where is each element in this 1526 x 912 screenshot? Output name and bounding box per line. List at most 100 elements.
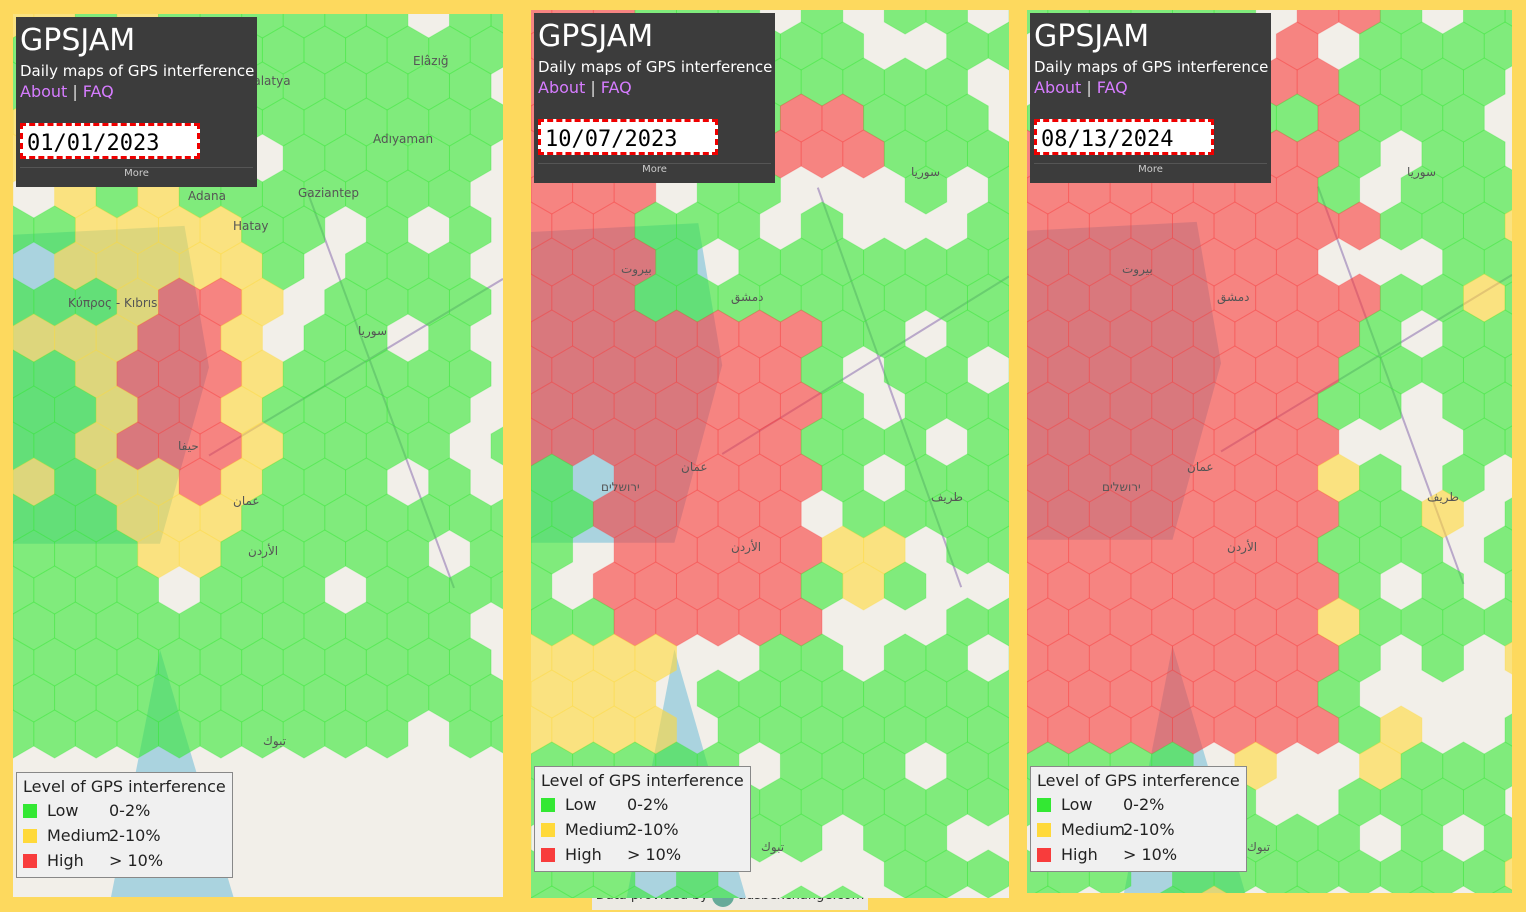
- hex: [987, 21, 1009, 71]
- hex: [1504, 497, 1512, 531]
- hex: [1483, 597, 1512, 647]
- place-label: عمان: [681, 460, 708, 474]
- place-label: تبوك: [1247, 840, 1271, 854]
- map-panel: سوريا دمشق بيروت عمان الأردن تبوك طريف ירושלים G…: [531, 10, 1009, 898]
- place-label: بيروت: [621, 262, 652, 276]
- place-label: Elâzığ: [413, 54, 449, 68]
- separator: |: [72, 82, 78, 101]
- hex: [987, 453, 1009, 503]
- links: About | FAQ: [20, 82, 257, 101]
- hex: [1504, 353, 1512, 387]
- hex: [1483, 525, 1512, 575]
- header: GPSJAM Daily maps of GPS interference Abou…: [534, 13, 775, 183]
- swatch: [1037, 797, 1051, 812]
- place-label: بيروت: [1122, 262, 1153, 276]
- subtitle: Daily maps of GPS interference: [20, 62, 255, 80]
- legend-row: Medium 2-10%: [541, 817, 744, 842]
- place-label: Hatay: [233, 219, 269, 233]
- legend-row: High > 10%: [23, 848, 226, 873]
- hex: [1504, 641, 1512, 675]
- hex: [1504, 425, 1512, 459]
- legend-range: 2-10%: [109, 826, 161, 845]
- hex: [883, 10, 927, 35]
- hex: [987, 525, 1009, 575]
- about-link[interactable]: About: [1034, 78, 1082, 97]
- legend-title: Level of GPS interference: [541, 771, 744, 790]
- links: About | FAQ: [1034, 78, 1271, 97]
- more-toggle[interactable]: More: [538, 163, 771, 180]
- place-label: حيفا: [178, 439, 199, 453]
- place-label: ירושלים: [1102, 480, 1141, 494]
- faq-link[interactable]: FAQ: [600, 78, 632, 97]
- hex: [779, 885, 823, 898]
- hex: [821, 885, 865, 898]
- place-label: طريف: [1427, 490, 1459, 504]
- place-label: تبوك: [761, 840, 785, 854]
- links: About | FAQ: [538, 78, 775, 97]
- hex: [987, 165, 1009, 215]
- hex: [1159, 885, 1186, 893]
- legend-label: Low: [565, 795, 597, 814]
- legend-range: > 10%: [627, 845, 682, 864]
- legend-row: High > 10%: [541, 842, 744, 867]
- legend-label: High: [565, 845, 602, 864]
- hex: [1284, 885, 1311, 893]
- header: GPSJAM Daily maps of GPS interference Abou…: [16, 17, 257, 187]
- legend-row: Low 0-2%: [23, 798, 226, 823]
- hex: [904, 165, 948, 215]
- legend-label: Low: [1061, 795, 1093, 814]
- swatch: [541, 797, 555, 812]
- more-toggle[interactable]: More: [20, 167, 253, 184]
- hex: [987, 381, 1009, 431]
- date-input[interactable]: 10/07/2023: [538, 119, 718, 155]
- hex: [1504, 857, 1512, 891]
- hex: [1034, 885, 1061, 893]
- legend-range: 2-10%: [627, 820, 679, 839]
- legend-label: Medium: [565, 820, 629, 839]
- legend: Level of GPS interference Low 0-2% Medium 2-…: [16, 772, 233, 878]
- legend-range: 2-10%: [1123, 820, 1175, 839]
- hex: [966, 849, 1009, 898]
- place-label: Gaziantep: [298, 186, 359, 200]
- header: GPSJAM Daily maps of GPS interference Abou…: [1030, 13, 1271, 183]
- hex: [987, 741, 1009, 791]
- subtitle: Daily maps of GPS interference: [1034, 58, 1269, 76]
- more-toggle[interactable]: More: [1034, 163, 1267, 180]
- swatch: [1037, 822, 1051, 837]
- faq-link[interactable]: FAQ: [82, 82, 114, 101]
- hex: [1491, 885, 1512, 893]
- legend: Level of GPS interference Low 0-2% Medium 2-…: [534, 766, 751, 872]
- date-input[interactable]: 01/01/2023: [20, 123, 200, 159]
- legend-row: Medium 2-10%: [1037, 817, 1240, 842]
- legend-title: Level of GPS interference: [23, 777, 226, 796]
- faq-link[interactable]: FAQ: [1096, 78, 1128, 97]
- title: GPSJAM: [1034, 19, 1150, 54]
- hex: [572, 885, 615, 898]
- hex: [1504, 209, 1512, 243]
- hex: [490, 714, 503, 754]
- about-link[interactable]: About: [20, 82, 68, 101]
- legend-title: Level of GPS interference: [1037, 771, 1240, 790]
- hex: [1504, 10, 1512, 27]
- hex: [883, 561, 927, 611]
- hex: [1359, 381, 1402, 431]
- hex: [1504, 713, 1512, 747]
- hex: [365, 709, 409, 759]
- place-label: الأردن: [731, 540, 762, 554]
- hex: [987, 597, 1009, 647]
- swatch: [23, 803, 37, 818]
- swatch: [1037, 847, 1051, 862]
- hex: [779, 813, 823, 863]
- swatch: [23, 853, 37, 868]
- hex: [987, 669, 1009, 719]
- legend-label: High: [1061, 845, 1098, 864]
- hex: [1408, 885, 1436, 893]
- legend-label: High: [47, 851, 84, 870]
- about-link[interactable]: About: [538, 78, 586, 97]
- hex: [613, 885, 657, 898]
- date-input[interactable]: 08/13/2024: [1034, 119, 1214, 155]
- hex: [655, 885, 698, 898]
- place-label: Adıyaman: [373, 132, 434, 146]
- hex: [987, 237, 1009, 287]
- title: GPSJAM: [20, 23, 136, 58]
